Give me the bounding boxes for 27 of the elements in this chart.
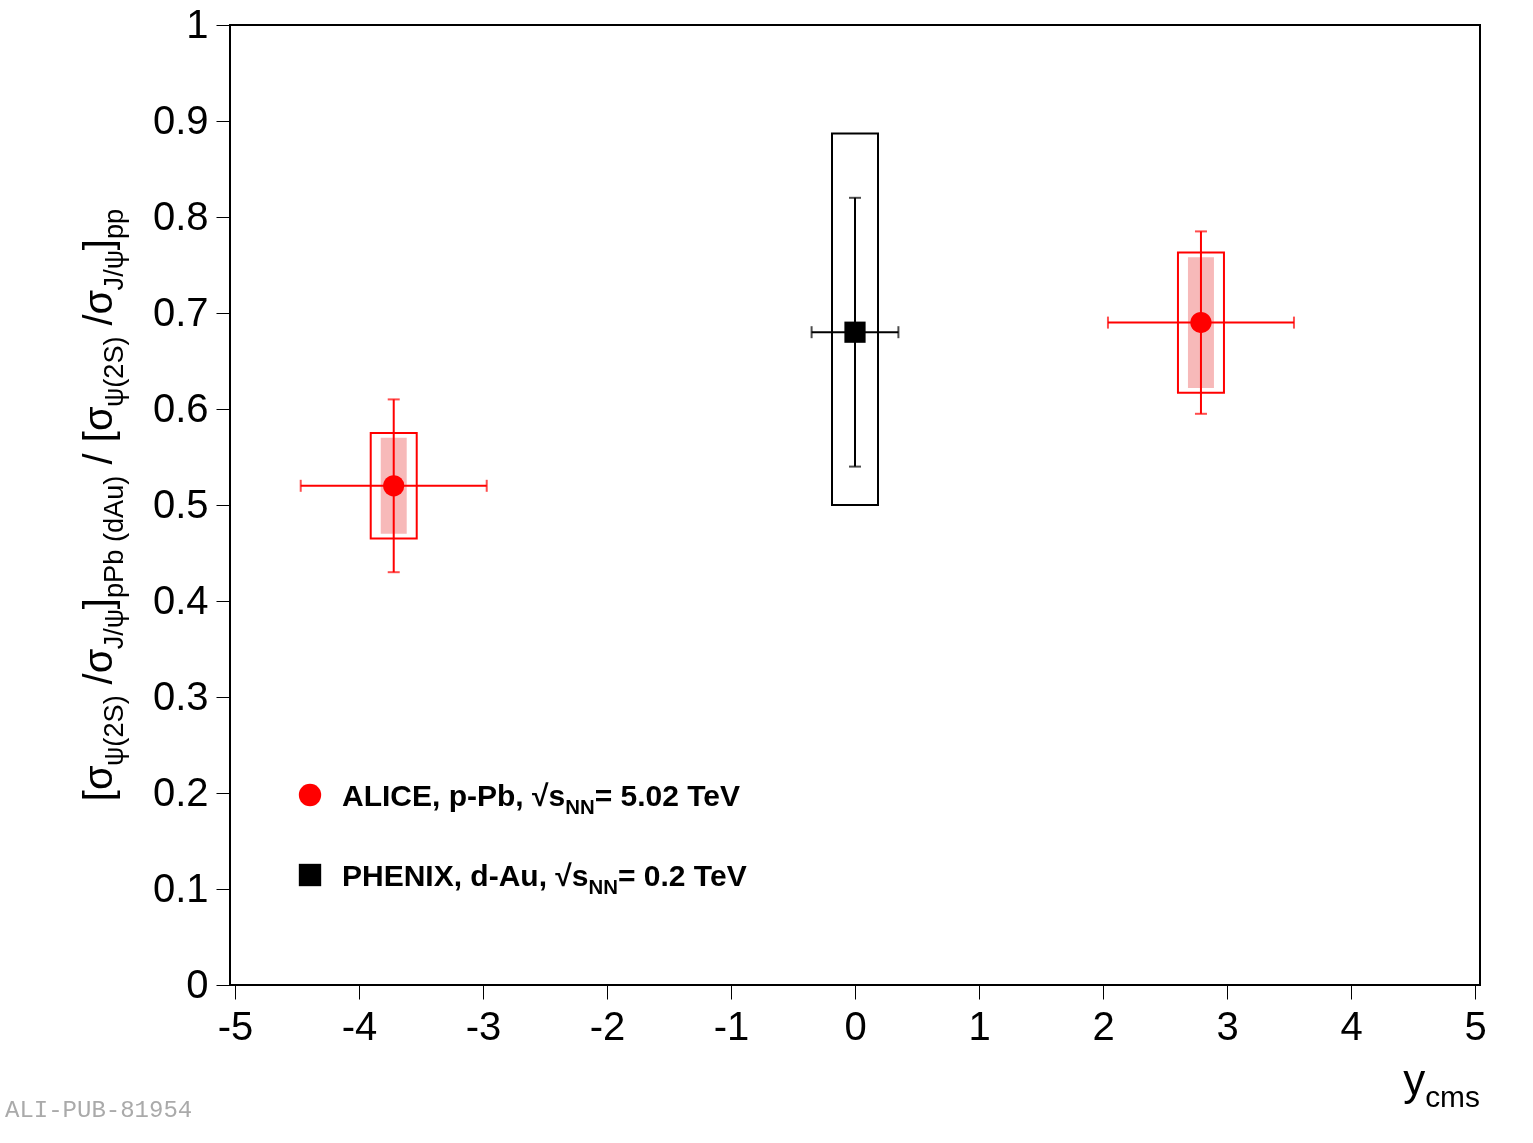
y-tick-label: 0.9: [152, 97, 209, 142]
y-tick-label: 1: [186, 1, 209, 46]
point: [383, 475, 405, 497]
x-tick-label: 5: [1464, 1003, 1487, 1048]
point: [844, 321, 866, 343]
x-tick-label: -4: [341, 1003, 378, 1048]
x-tick-label: -1: [713, 1003, 750, 1048]
y-tick-label: 0.2: [152, 769, 209, 814]
y-tick-label: 0.8: [152, 193, 209, 238]
x-tick-label: -2: [589, 1003, 626, 1048]
x-tick-label: -5: [217, 1003, 254, 1048]
y-tick-label: 0.6: [152, 385, 209, 430]
x-tick-label: 2: [1092, 1003, 1115, 1048]
x-tick-label: 3: [1216, 1003, 1239, 1048]
point: [1190, 312, 1212, 334]
x-tick-label: 0: [844, 1003, 867, 1048]
y-tick-label: 0.5: [152, 481, 209, 526]
text: ALI-PUB-81954: [5, 1097, 193, 1124]
y-tick-label: 0.3: [152, 673, 209, 718]
text: [σψ(2S) /σJ/ψ]pPb (dAu) / [σψ(2S) /σJ/ψ]pp: [76, 208, 130, 802]
x-tick-label: 1: [968, 1003, 991, 1048]
y-tick-label: 0.7: [152, 289, 209, 334]
y-tick-label: 0: [186, 961, 209, 1006]
x-tick-label: 4: [1340, 1003, 1363, 1048]
y-tick-label: 0.1: [152, 865, 209, 910]
x-tick-label: -3: [465, 1003, 502, 1048]
y-tick-label: 0.4: [152, 577, 209, 622]
